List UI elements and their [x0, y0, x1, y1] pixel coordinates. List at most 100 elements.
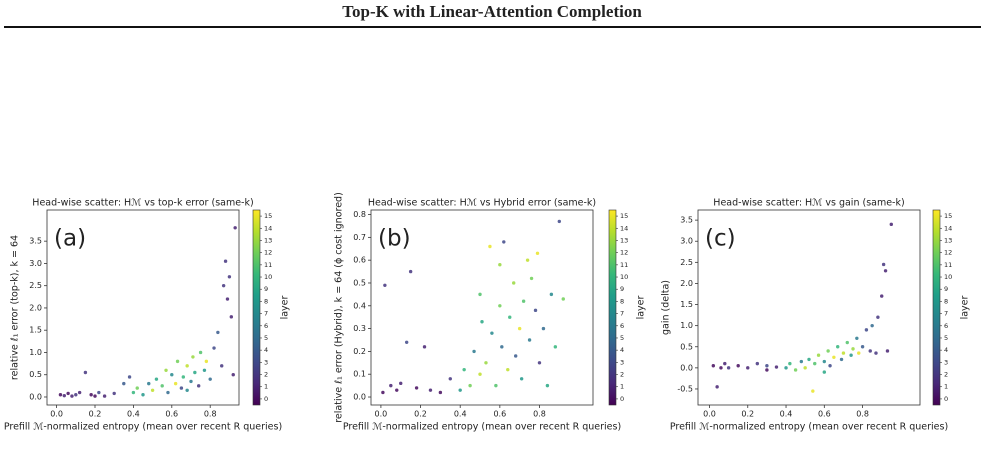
plot-frame	[46, 209, 240, 406]
y-tick-label: -0.5	[677, 384, 693, 393]
point	[774, 365, 779, 369]
y-tick-label: 0.2	[353, 347, 366, 356]
point	[541, 326, 546, 331]
point	[855, 336, 859, 341]
point	[131, 390, 136, 395]
point	[83, 370, 88, 375]
x-tick-label: 0.4	[127, 410, 140, 419]
y-tick-label: 0.5	[680, 342, 693, 351]
point	[535, 251, 540, 256]
point	[58, 393, 63, 397]
y-tick-label: 0.1	[353, 370, 366, 379]
colorbar-tick-label: 0	[620, 395, 624, 403]
colorbar-tick-label: 14	[944, 224, 952, 232]
colorbar-tick-label: 1	[264, 383, 268, 391]
colorbar-tick-label: 14	[620, 224, 628, 232]
point	[438, 390, 443, 395]
point	[173, 381, 178, 386]
point	[395, 388, 399, 392]
point	[383, 283, 387, 287]
colorbar	[932, 209, 941, 406]
point	[889, 222, 893, 227]
panel-label: (a)	[54, 226, 86, 252]
point	[179, 386, 184, 390]
point	[102, 394, 107, 398]
point	[389, 383, 393, 388]
y-tick-label: 0.8	[353, 210, 366, 219]
colorbar-tick-label: 4	[620, 346, 624, 354]
point	[202, 368, 207, 372]
y-tick-label: 2.0	[680, 279, 693, 288]
point	[799, 359, 804, 364]
point	[448, 377, 452, 381]
point	[836, 345, 840, 349]
point	[225, 297, 230, 301]
x-tick-label: 0.4	[780, 410, 793, 419]
colorbar-tick-label: 14	[264, 224, 272, 232]
y-axis-label: relative ℓ₁ error (Hybrid), k = 64 (ϕ co…	[334, 192, 345, 423]
x-tick-label: 0.6	[818, 410, 831, 419]
point	[185, 364, 189, 368]
point	[212, 346, 216, 350]
x-tick-label: 0.8	[204, 410, 217, 419]
point	[233, 226, 237, 230]
point	[525, 258, 530, 262]
point	[765, 368, 769, 372]
panel-label: (c)	[705, 226, 736, 252]
point	[381, 390, 385, 395]
colorbar-tick-label: 13	[264, 236, 272, 244]
page-title: Top-K with Linear-Attention Completion	[342, 2, 642, 21]
point	[826, 349, 830, 353]
point	[498, 263, 502, 267]
point	[62, 393, 66, 398]
x-tick-label: 0.2	[741, 410, 754, 419]
point	[864, 328, 869, 332]
point	[508, 315, 512, 319]
point	[97, 390, 101, 395]
colorbar-tick-label: 10	[264, 273, 272, 281]
point	[784, 366, 788, 370]
point	[519, 377, 524, 381]
point	[462, 367, 466, 372]
colorbar-tick-label: 11	[944, 261, 952, 269]
point	[883, 269, 888, 273]
x-tick-label: 0.0	[375, 410, 388, 419]
point	[849, 353, 853, 357]
colorbar-tick-label: 3	[264, 358, 268, 366]
point	[793, 368, 798, 372]
y-tick-label: 0.0	[29, 392, 42, 401]
point	[512, 281, 516, 285]
point	[208, 377, 212, 381]
point	[404, 340, 409, 344]
point	[811, 389, 815, 393]
colorbar-tick-label: 4	[264, 346, 268, 354]
colorbar-tick-label: 3	[620, 358, 624, 366]
colorbar-tick-label: 2	[620, 371, 624, 379]
point	[816, 353, 821, 357]
colorbar-tick-label: 2	[944, 371, 948, 379]
point	[822, 370, 827, 374]
y-tick-label: 0.6	[353, 256, 366, 265]
point	[736, 364, 740, 368]
point	[399, 381, 403, 386]
point	[112, 391, 116, 396]
colorbar-tick-label: 6	[620, 322, 624, 330]
y-tick-label: 0.0	[680, 363, 693, 372]
point	[93, 394, 97, 398]
point	[122, 381, 126, 386]
x-axis-label: Prefill ℳ-normalized entropy (mean over …	[670, 422, 948, 433]
x-axis-label: Prefill ℳ-normalized entropy (mean over …	[343, 422, 621, 433]
point	[166, 390, 170, 395]
colorbar-tick-label: 6	[944, 322, 948, 330]
point	[141, 393, 145, 397]
point	[500, 345, 504, 349]
x-tick-label: 0.8	[533, 410, 546, 419]
colorbar-tick-label: 9	[264, 285, 268, 293]
point	[529, 276, 534, 281]
point	[860, 345, 865, 349]
colorbar	[252, 209, 261, 406]
point	[880, 294, 884, 298]
point	[70, 394, 74, 398]
y-tick-label: 0.5	[353, 278, 366, 287]
